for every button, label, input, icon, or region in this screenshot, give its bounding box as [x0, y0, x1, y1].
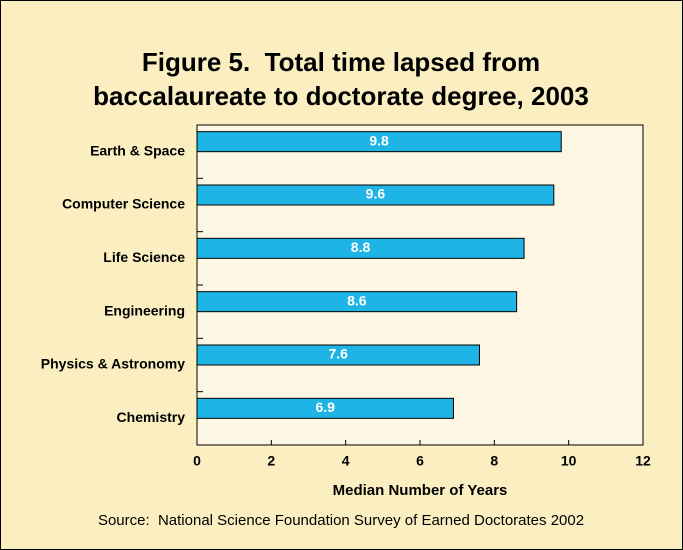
- value-label: 6.9: [315, 399, 335, 415]
- plot-area: [196, 124, 644, 446]
- y-tick-label: Life Science: [103, 249, 185, 265]
- x-tick-label: 0: [193, 453, 201, 469]
- chart-title: Figure 5. Total time lapsed from: [142, 47, 540, 77]
- bar: [196, 184, 555, 206]
- x-tick-label: 10: [561, 453, 577, 469]
- bar: [196, 131, 562, 153]
- value-label: 8.8: [351, 239, 371, 255]
- source-note: Source: National Science Foundation Surv…: [98, 512, 584, 529]
- value-label: 9.8: [369, 132, 389, 148]
- value-label: 9.6: [366, 186, 386, 202]
- chart-title: baccalaureate to doctorate degree, 2003: [93, 81, 589, 111]
- x-axis-label: Median Number of Years: [333, 482, 508, 499]
- y-tick-label: Earth & Space: [90, 142, 185, 158]
- x-tick-label: 4: [342, 453, 350, 469]
- y-tick-label: Computer Science: [62, 196, 185, 212]
- x-tick-label: 12: [635, 453, 651, 469]
- bar: [196, 291, 518, 313]
- x-tick-label: 2: [267, 453, 275, 469]
- y-tick-label: Engineering: [104, 302, 185, 318]
- value-label: 8.6: [347, 292, 367, 308]
- x-tick-label: 6: [416, 453, 424, 469]
- bar: [196, 237, 525, 259]
- bar: [196, 344, 480, 366]
- y-tick-label: Physics & Astronomy: [41, 356, 185, 372]
- value-label: 7.6: [328, 346, 348, 362]
- y-tick-label: Chemistry: [117, 409, 186, 425]
- x-tick-label: 8: [490, 453, 498, 469]
- bar: [196, 397, 454, 419]
